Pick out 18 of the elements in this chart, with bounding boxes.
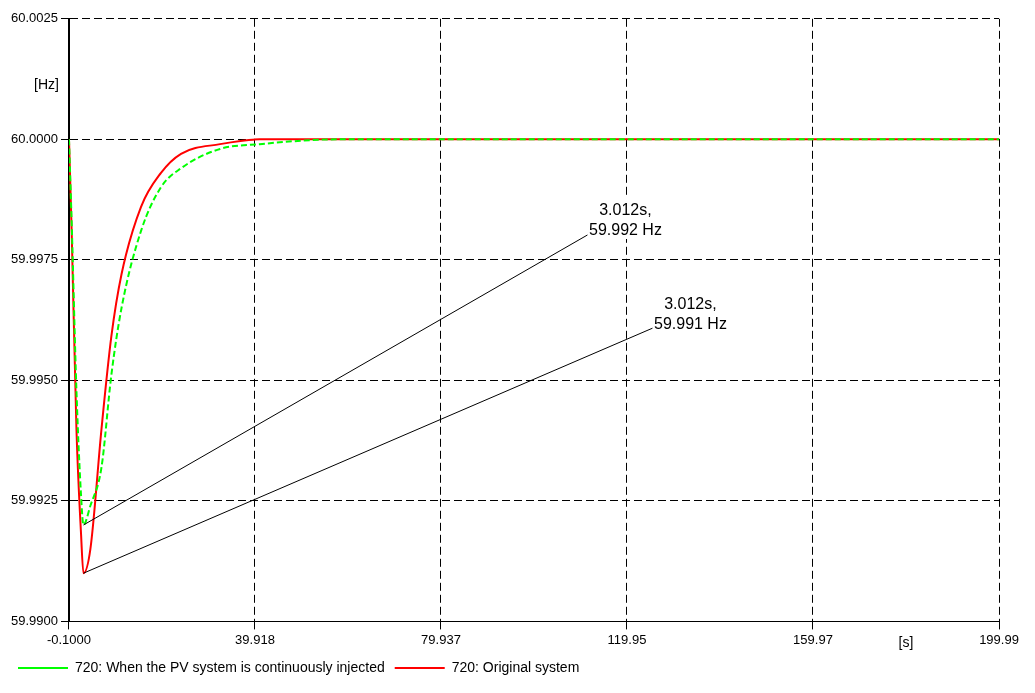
y-axis-title: [Hz] bbox=[34, 75, 59, 92]
y-tick-label: 59.9950 bbox=[10, 371, 58, 387]
x-tick-label: 199.99 bbox=[979, 631, 1019, 647]
x-axis-title: [s] bbox=[898, 634, 914, 651]
annotation: 3.012s, 59.991 Hz bbox=[653, 294, 727, 332]
x-tick-label: 39.918 bbox=[235, 631, 275, 647]
y-tick-label: 60.0000 bbox=[10, 130, 58, 146]
x-tick-label: -0.1000 bbox=[46, 631, 92, 647]
legend-label: 720: When the PV system is continuously injected bbox=[75, 658, 385, 675]
annotation: 3.012s, 59.992 Hz bbox=[588, 201, 662, 239]
x-tick-label: 159.97 bbox=[793, 631, 833, 647]
y-tick-label: 59.9925 bbox=[10, 492, 58, 508]
y-tick-label: 59.9900 bbox=[10, 612, 58, 628]
y-tick-label: 60.0025 bbox=[10, 10, 58, 26]
x-tick-label: 119.95 bbox=[607, 631, 647, 647]
y-tick-label: 59.9975 bbox=[10, 251, 58, 267]
legend-label: 720: Original system bbox=[451, 658, 580, 675]
x-tick-label: 79.937 bbox=[421, 631, 461, 647]
